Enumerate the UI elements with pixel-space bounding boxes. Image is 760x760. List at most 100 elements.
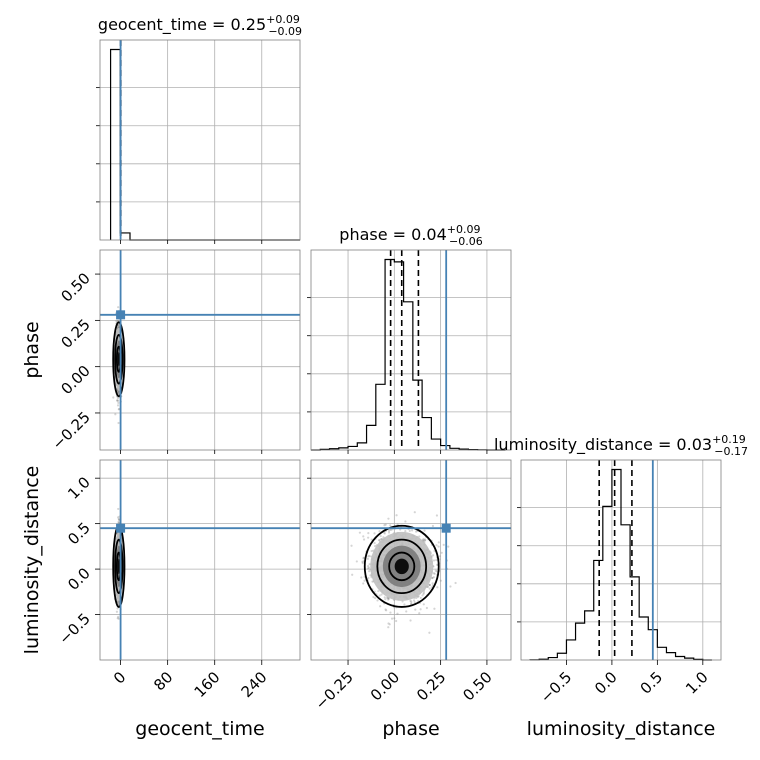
sample-point xyxy=(437,545,440,548)
sample-point xyxy=(368,563,371,566)
tick-label-y-luminosity_distance: 0.5 xyxy=(64,519,94,549)
sample-point xyxy=(385,609,388,612)
sample-point xyxy=(418,535,421,538)
sample-point xyxy=(117,390,121,393)
sample-point xyxy=(435,514,439,517)
hist-panel-geocent_time xyxy=(96,39,301,241)
sample-point xyxy=(403,603,406,606)
density-contour xyxy=(114,333,124,385)
sample-point xyxy=(116,516,120,519)
tick-label-y-phase: 0.00 xyxy=(57,362,93,398)
sample-point xyxy=(435,558,438,562)
sample-point xyxy=(117,390,121,393)
sample-point xyxy=(372,595,375,599)
sample-point xyxy=(379,534,382,538)
sample-point xyxy=(116,390,119,393)
sample-point xyxy=(410,602,413,605)
sample-point xyxy=(410,529,414,532)
sample-point xyxy=(378,539,381,542)
sample-point xyxy=(435,544,438,547)
density-shade xyxy=(117,352,120,367)
tick-label-x-geocent_time: 240 xyxy=(238,668,271,701)
tick-label-x-phase: 0.50 xyxy=(459,668,495,704)
sample-point xyxy=(424,539,427,542)
panel-frame xyxy=(99,459,301,661)
panel-background xyxy=(100,250,300,450)
sample-point xyxy=(367,532,370,535)
sample-point xyxy=(117,392,120,395)
truth-marker xyxy=(116,523,126,533)
sample-point xyxy=(368,554,371,558)
sample-point xyxy=(117,325,120,328)
sample-point xyxy=(433,607,436,610)
sample-point xyxy=(117,507,120,511)
sample-point xyxy=(410,600,413,603)
sample-point xyxy=(367,536,370,539)
sample-point xyxy=(117,319,120,322)
sample-point xyxy=(431,554,435,557)
panel-frame xyxy=(310,459,512,661)
sample-point xyxy=(370,549,373,553)
sample-point xyxy=(116,617,119,620)
sample-point xyxy=(374,544,377,548)
sample-point xyxy=(434,569,437,572)
sample-point xyxy=(361,561,364,565)
sample-point xyxy=(419,608,422,611)
sample-point xyxy=(409,599,412,602)
sample-point xyxy=(405,610,408,613)
tick-label-x-phase: 0.00 xyxy=(367,668,403,704)
sample-point xyxy=(355,560,358,563)
density-contour xyxy=(363,524,440,608)
sample-point xyxy=(116,399,119,402)
sample-point xyxy=(373,541,376,545)
tick-label-x-luminosity_distance: 1.0 xyxy=(682,668,712,698)
sample-point xyxy=(384,523,387,526)
panel-background xyxy=(100,40,300,240)
sample-point xyxy=(435,570,438,573)
scatter-panel-geocent_time-phase xyxy=(99,249,301,451)
sample-point xyxy=(416,595,419,599)
sample-point xyxy=(440,551,443,554)
sample-point xyxy=(428,631,431,634)
sample-point xyxy=(115,610,119,613)
sample-point xyxy=(408,529,411,532)
tick-label-y-phase: −0.25 xyxy=(49,408,94,453)
sample-point xyxy=(116,399,120,402)
sample-point xyxy=(363,579,366,582)
sample-point xyxy=(389,611,392,614)
sample-point xyxy=(366,557,369,560)
density-shade xyxy=(394,558,409,575)
scatter-panel-phase-luminosity_distance xyxy=(310,459,512,661)
sample-point xyxy=(385,596,389,599)
sample-point xyxy=(422,537,425,541)
sample-point xyxy=(433,572,436,575)
histogram-luminosity_distance xyxy=(529,468,712,661)
sample-point xyxy=(115,319,118,323)
sample-point xyxy=(117,520,120,524)
sample-point xyxy=(396,612,399,615)
sample-point xyxy=(117,615,120,618)
sample-point xyxy=(116,397,120,400)
sample-point xyxy=(362,538,366,541)
sample-point xyxy=(377,589,380,593)
sample-point xyxy=(413,511,416,514)
tick-label-x-geocent_time: 80 xyxy=(150,668,176,694)
sample-point xyxy=(369,574,372,577)
hist-title-luminosity_distance: luminosity_distance = 0.03+0.19 −0.17 xyxy=(494,433,748,458)
sample-point xyxy=(395,619,398,623)
truth-marker xyxy=(116,310,126,320)
sample-point xyxy=(409,619,412,622)
sample-point xyxy=(366,565,370,568)
sample-point xyxy=(436,586,439,589)
tick-label-x-phase: 0.25 xyxy=(413,668,449,704)
sample-point xyxy=(117,408,120,411)
sample-point xyxy=(421,594,424,597)
sample-point xyxy=(442,543,445,546)
sample-point xyxy=(350,544,353,547)
sample-point xyxy=(422,591,425,594)
scatter-panel-geocent_time-luminosity_distance xyxy=(99,459,301,661)
sample-point xyxy=(112,396,115,399)
sample-point xyxy=(376,599,379,602)
sample-point xyxy=(423,539,426,542)
